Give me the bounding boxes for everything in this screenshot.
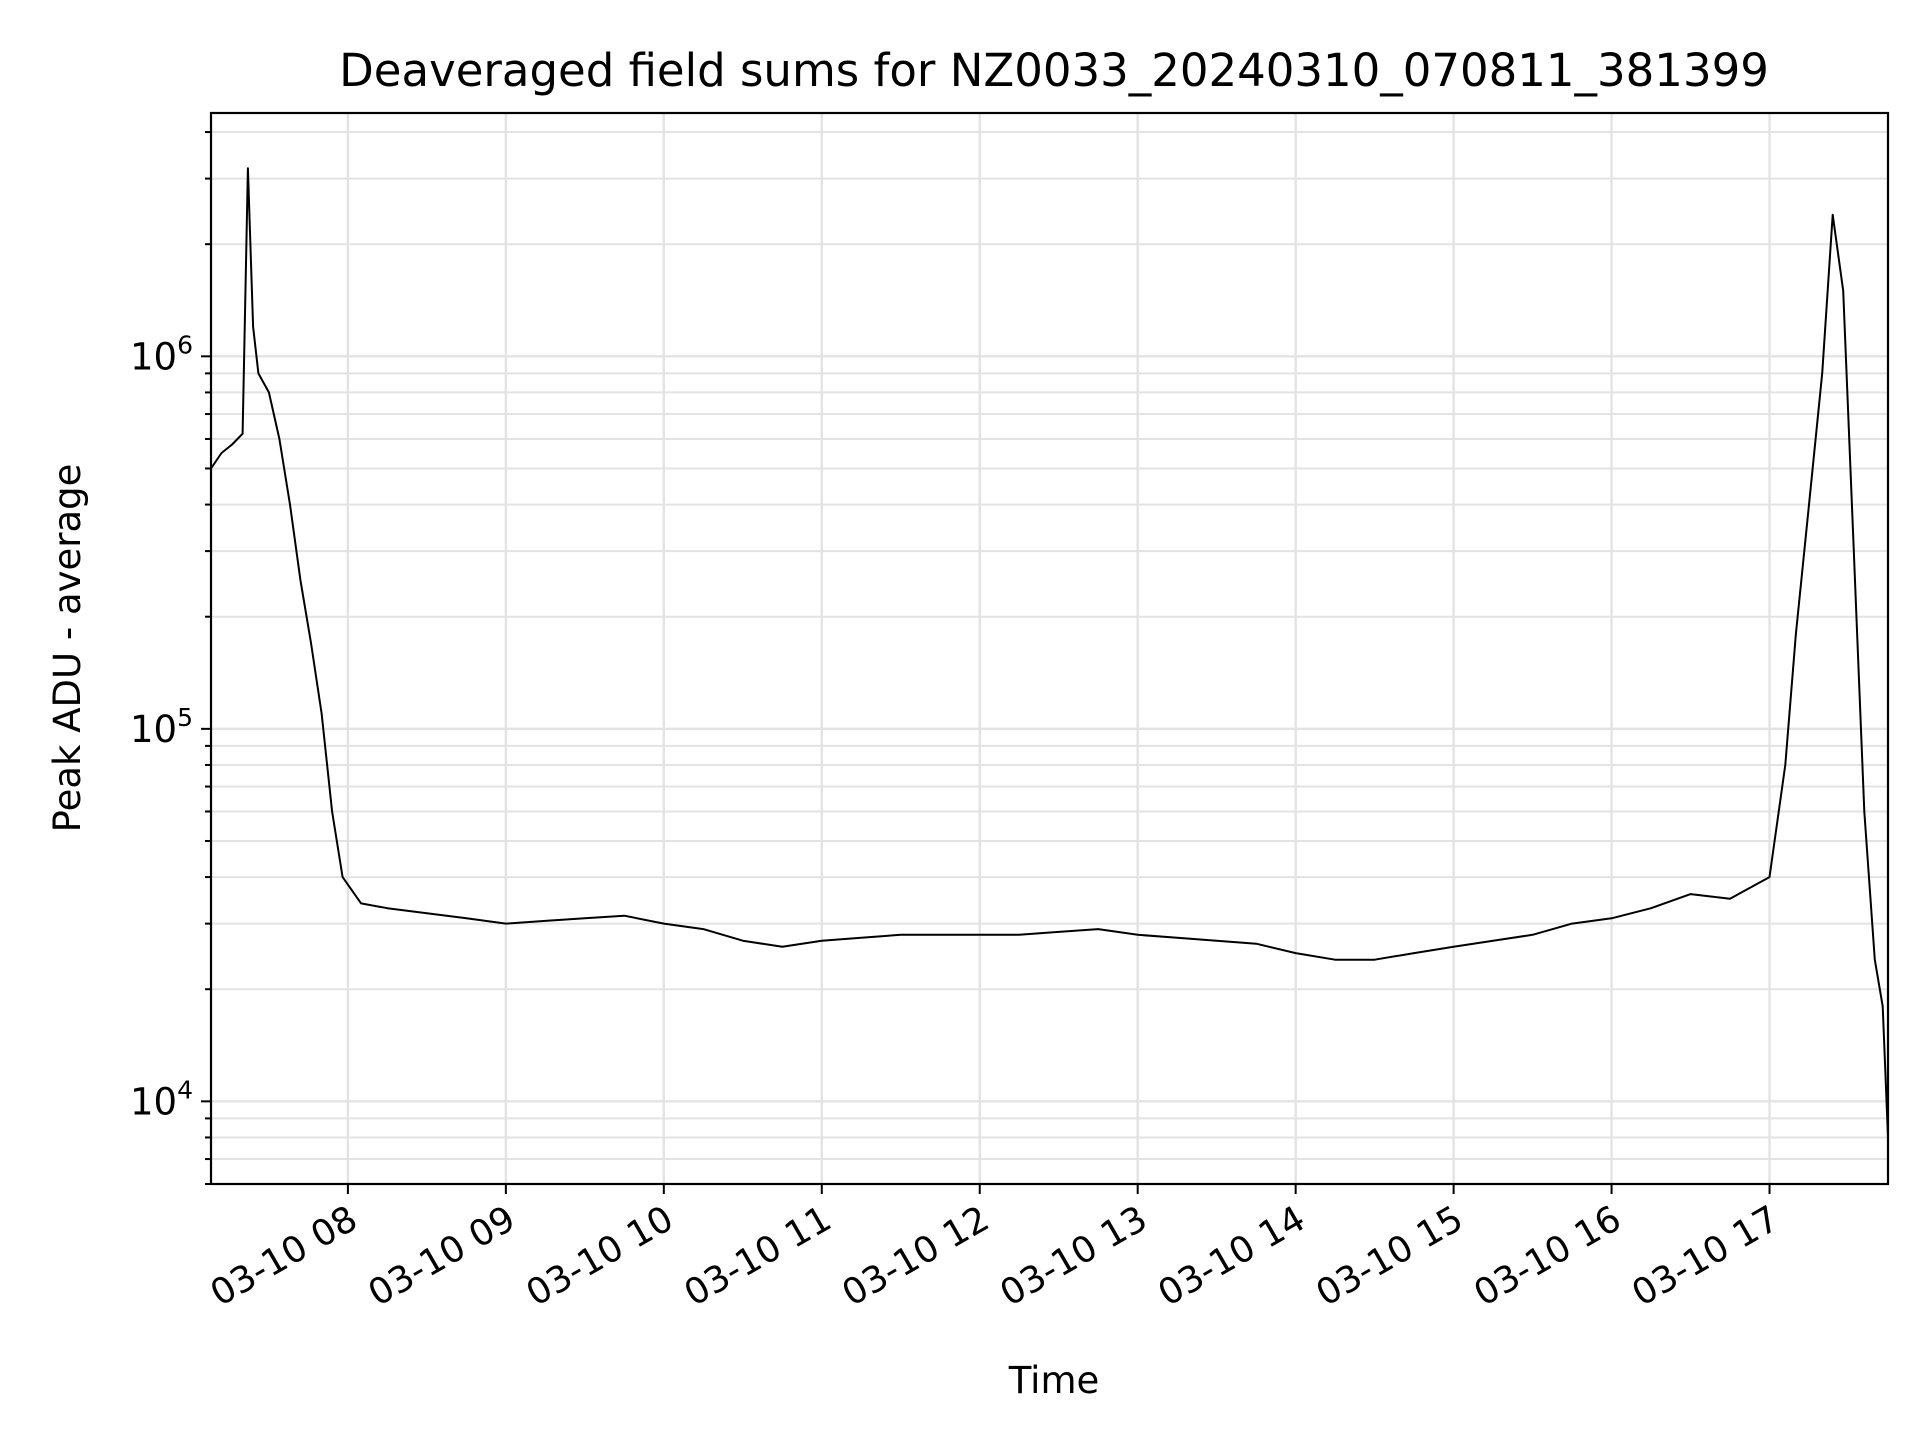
x-tick-label: 03-10 08 [204,1198,365,1314]
y-tick-exponent: 6 [177,330,193,359]
y-tick-base: 10 [130,1080,177,1123]
grid-layer [211,113,1888,1185]
x-axis-label: Time [1008,1359,1100,1402]
y-tick-base: 10 [130,335,177,378]
x-tick-label: 03-10 11 [678,1198,839,1314]
x-tick-label: 03-10 16 [1467,1198,1628,1314]
x-tick-label: 03-10 10 [520,1198,681,1314]
plot-frame [209,111,1890,1186]
x-tick-label: 03-10 14 [1151,1198,1312,1314]
y-tick-label: 106 [130,330,193,378]
y-axis-label: Peak ADU - average [46,464,89,833]
y-tick-exponent: 4 [177,1075,193,1104]
x-tick-label: 03-10 12 [836,1198,997,1314]
y-tick-label: 105 [130,703,193,751]
y-tick-label: 104 [130,1075,193,1123]
x-tick-label: 03-10 17 [1625,1198,1786,1314]
x-tick-label: 03-10 13 [994,1198,1155,1314]
chart-title: Deaveraged field sums for NZ0033_2024031… [339,44,1769,97]
data-layer [210,167,1889,1138]
series-line [210,167,1889,1138]
x-tick-label: 03-10 15 [1309,1198,1470,1314]
y-tick-exponent: 5 [177,703,193,732]
y-tick-base: 10 [130,708,177,751]
x-tick-label: 03-10 09 [362,1198,523,1314]
